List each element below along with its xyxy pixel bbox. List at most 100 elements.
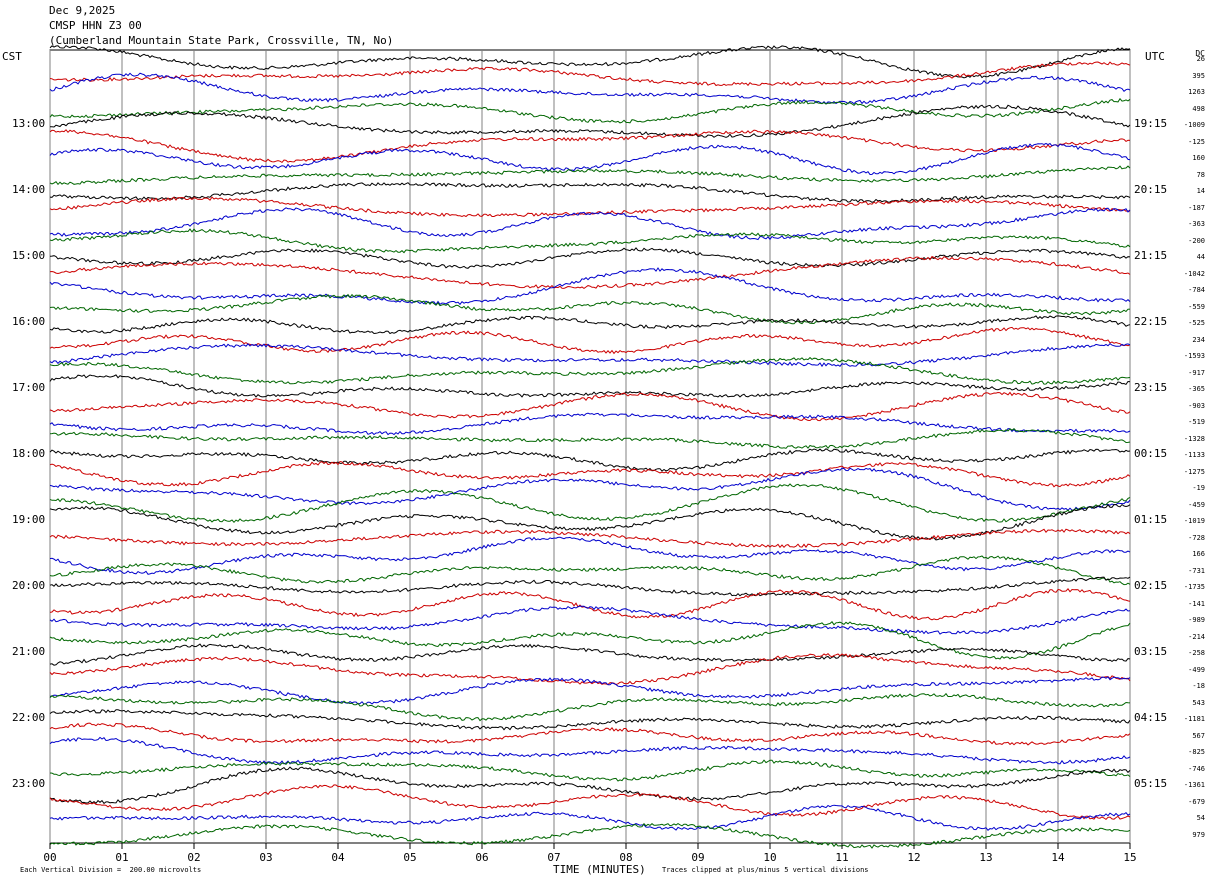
dc-offset-value: -19: [1192, 484, 1205, 492]
cst-hour-label: 22:00: [12, 711, 46, 724]
x-tick-label: 14: [1051, 851, 1065, 864]
seismic-trace: [49, 621, 1131, 660]
dc-offset-value: -731: [1188, 566, 1205, 575]
seismic-trace: [49, 653, 1131, 686]
seismic-trace: [49, 343, 1131, 368]
seismic-trace: [49, 326, 1131, 355]
x-tick-label: 08: [619, 851, 632, 864]
dc-offset-value: -365: [1188, 385, 1205, 393]
dc-offset-value: 14: [1196, 187, 1205, 195]
x-tick-label: 12: [907, 851, 920, 864]
dc-offset-value: -1181: [1183, 715, 1205, 723]
seismic-trace: [49, 528, 1131, 549]
dc-offset-value: -525: [1188, 319, 1205, 327]
dc-offset-value: -18: [1192, 682, 1205, 690]
dc-offset-value: -1042: [1183, 269, 1205, 278]
seismic-trace: [49, 255, 1131, 290]
seismic-trace: [49, 483, 1131, 524]
header-location: (Cumberland Mountain State Park, Crossvi…: [49, 34, 394, 47]
scale-note: Each Vertical Division = 200.00 microvol…: [20, 866, 202, 874]
seismic-trace: [49, 267, 1131, 306]
seismic-trace: [49, 142, 1131, 176]
seismic-trace: [49, 555, 1131, 586]
dc-offset-value: 166: [1192, 550, 1205, 558]
right-timezone-label: UTC: [1145, 50, 1165, 63]
seismic-trace: [49, 467, 1131, 511]
seismic-trace: [49, 44, 1131, 79]
dc-offset-value: -1133: [1183, 451, 1205, 459]
seismic-trace: [49, 804, 1131, 832]
dc-offset-value: -214: [1188, 632, 1205, 641]
dc-offset-value: -499: [1188, 665, 1205, 674]
seismic-trace: [49, 676, 1131, 705]
seismic-trace: [49, 822, 1131, 849]
x-tick-label: 09: [691, 851, 704, 864]
x-tick-label: 11: [835, 851, 848, 864]
utc-hour-label: 21:15: [1134, 249, 1168, 262]
dc-offset-value: 44: [1196, 253, 1205, 261]
cst-hour-label: 19:00: [12, 513, 46, 526]
dc-offset-value: 54: [1196, 814, 1205, 822]
left-timezone-label: CST: [2, 50, 22, 63]
dc-offset-value: -187: [1188, 203, 1205, 212]
dc-offset-value: 567: [1192, 731, 1205, 740]
utc-hour-label: 00:15: [1134, 447, 1168, 460]
cst-hour-label: 14:00: [12, 183, 46, 196]
dc-offset-value: 543: [1192, 698, 1205, 707]
seismic-trace: [49, 766, 1131, 805]
seismic-trace: [49, 104, 1131, 138]
dc-offset-value: -989: [1188, 616, 1205, 624]
dc-offset-value: -917: [1188, 368, 1205, 377]
seismic-trace: [49, 605, 1131, 635]
seismic-trace: [49, 228, 1131, 254]
dc-offset-value: -746: [1188, 764, 1205, 773]
dc-offset-value: -784: [1188, 286, 1205, 294]
x-tick-label: 15: [1123, 851, 1136, 864]
utc-hour-label: 22:15: [1134, 315, 1168, 328]
dc-header-label: DC: [1195, 49, 1205, 58]
seismic-trace: [49, 428, 1131, 450]
seismic-trace: [49, 293, 1131, 325]
seismic-trace: [49, 356, 1131, 385]
x-tick-label: 07: [547, 851, 560, 864]
seismic-trace: [49, 61, 1131, 87]
dc-offset-value: 498: [1192, 104, 1205, 113]
seismic-trace: [49, 315, 1131, 335]
seismic-trace: [49, 207, 1131, 241]
dc-offset-value: -258: [1188, 649, 1205, 657]
x-tick-label: 00: [43, 851, 56, 864]
dc-offset-value: 78: [1196, 170, 1205, 179]
cst-hour-label: 18:00: [12, 447, 46, 460]
seismic-trace: [49, 503, 1131, 541]
dc-offset-value: -559: [1188, 302, 1205, 311]
dc-offset-value: -1361: [1183, 781, 1205, 789]
x-tick-label: 06: [475, 851, 488, 864]
dc-offset-value: -903: [1188, 401, 1205, 410]
cst-hour-label: 17:00: [12, 381, 46, 394]
seismic-trace: [49, 587, 1131, 621]
header-station: CMSP HHN Z3 00: [49, 19, 142, 32]
seismic-trace: [49, 722, 1131, 746]
seismic-trace: [49, 72, 1131, 105]
utc-hour-label: 20:15: [1134, 183, 1168, 196]
x-tick-label: 02: [187, 851, 200, 864]
seismic-trace: [49, 247, 1131, 269]
seismic-trace: [49, 736, 1131, 765]
dc-offset-value: -679: [1188, 797, 1205, 806]
seismic-trace: [49, 709, 1131, 731]
seismic-trace: [49, 643, 1131, 666]
dc-offset-value: 1263: [1188, 88, 1205, 96]
dc-offset-value: 395: [1192, 71, 1205, 80]
seismic-trace: [49, 391, 1131, 422]
dc-offset-value: 234: [1192, 335, 1205, 344]
seismic-trace: [49, 412, 1131, 436]
x-axis-title: TIME (MINUTES): [553, 863, 646, 876]
seismic-trace: [49, 692, 1131, 722]
dc-offset-value: -1328: [1183, 434, 1205, 443]
dc-offset-value: -519: [1188, 418, 1205, 426]
seismic-trace: [49, 759, 1131, 782]
clip-note: Traces clipped at plus/minus 5 vertical …: [662, 866, 869, 874]
utc-hour-label: 19:15: [1134, 117, 1168, 130]
x-tick-label: 05: [403, 851, 416, 864]
